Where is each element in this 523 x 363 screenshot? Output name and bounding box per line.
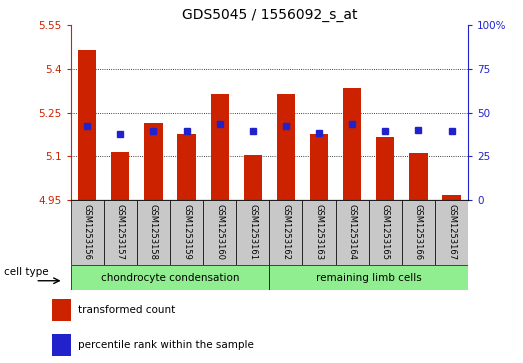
Text: GSM1253160: GSM1253160 <box>215 204 224 260</box>
Text: GSM1253162: GSM1253162 <box>281 204 290 260</box>
Bar <box>269 200 302 265</box>
Text: chondrocyte condensation: chondrocyte condensation <box>101 273 239 283</box>
Bar <box>402 200 435 265</box>
Text: GSM1253158: GSM1253158 <box>149 204 158 260</box>
Bar <box>144 123 163 200</box>
Bar <box>302 200 336 265</box>
Bar <box>211 94 229 200</box>
Bar <box>52 334 71 356</box>
Bar <box>244 155 262 200</box>
Bar <box>203 200 236 265</box>
Text: transformed count: transformed count <box>78 305 176 315</box>
Bar <box>71 200 104 265</box>
Text: cell type: cell type <box>4 267 48 277</box>
Bar <box>52 299 71 321</box>
Text: GSM1253164: GSM1253164 <box>348 204 357 260</box>
Bar <box>170 200 203 265</box>
Text: percentile rank within the sample: percentile rank within the sample <box>78 340 254 350</box>
Bar <box>369 200 402 265</box>
Bar <box>376 137 394 200</box>
Bar <box>435 200 468 265</box>
Bar <box>343 88 361 200</box>
Bar <box>442 195 461 200</box>
Bar <box>71 265 269 290</box>
Text: GSM1253161: GSM1253161 <box>248 204 257 260</box>
Text: GSM1253165: GSM1253165 <box>381 204 390 260</box>
Bar <box>104 200 137 265</box>
Bar <box>177 134 196 200</box>
Bar <box>111 152 129 200</box>
Text: GSM1253156: GSM1253156 <box>83 204 92 260</box>
Bar <box>277 94 295 200</box>
Bar <box>78 50 96 200</box>
Text: GSM1253163: GSM1253163 <box>314 204 324 260</box>
Title: GDS5045 / 1556092_s_at: GDS5045 / 1556092_s_at <box>181 8 357 22</box>
Bar <box>336 200 369 265</box>
Text: remaining limb cells: remaining limb cells <box>316 273 422 283</box>
Bar <box>410 153 427 200</box>
Bar <box>137 200 170 265</box>
Text: GSM1253166: GSM1253166 <box>414 204 423 260</box>
Bar <box>310 134 328 200</box>
Bar <box>236 200 269 265</box>
Bar <box>269 265 468 290</box>
Text: GSM1253167: GSM1253167 <box>447 204 456 260</box>
Text: GSM1253157: GSM1253157 <box>116 204 125 260</box>
Text: GSM1253159: GSM1253159 <box>182 204 191 260</box>
